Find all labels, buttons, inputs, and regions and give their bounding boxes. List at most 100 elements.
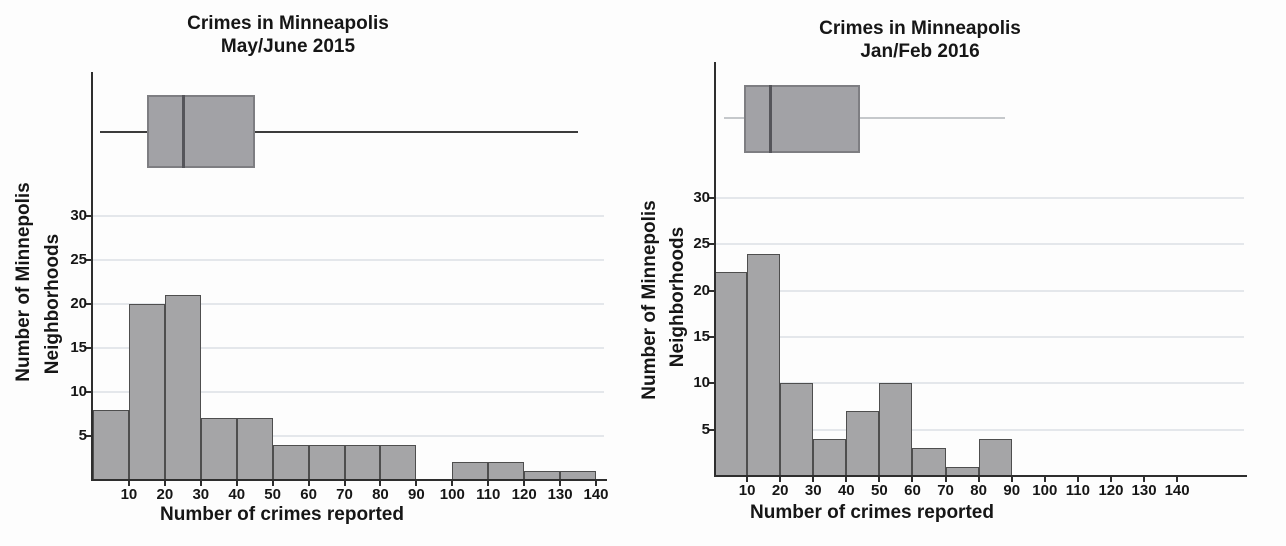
x-tick-label: 30: [804, 482, 822, 499]
x-axis-tick: [415, 481, 418, 486]
x-axis-tick: [343, 481, 346, 486]
chart-right-ylabel-line1: Number of Minnepolis: [639, 200, 660, 400]
x-tick-label: 110: [1065, 482, 1090, 499]
x-tick-label: 80: [372, 486, 389, 503]
gridline: [715, 196, 1244, 199]
y-tick-label: 5: [701, 420, 710, 438]
y-tick-label: 20: [70, 295, 87, 312]
histogram-bar: [128, 304, 165, 481]
x-axis-tick: [1010, 477, 1013, 482]
x-tick-label: 70: [937, 482, 954, 499]
x-tick-label: 80: [970, 482, 987, 499]
histogram-bar: [308, 444, 345, 481]
y-tick-label: 5: [78, 427, 87, 444]
y-tick-label: 30: [693, 188, 710, 206]
x-tick-label: 30: [192, 486, 210, 503]
boxplot-whisker-right: [859, 117, 1006, 119]
y-axis-line: [91, 72, 93, 481]
boxplot-median-line: [181, 95, 185, 168]
histogram-bar: [846, 411, 880, 477]
x-axis-tick: [487, 481, 490, 486]
x-axis-tick: [1143, 477, 1146, 482]
gridline: [715, 335, 1244, 338]
x-axis-tick: [1109, 477, 1112, 482]
y-axis-tick: [86, 259, 91, 261]
x-tick-label: 110: [476, 486, 501, 503]
x-axis-tick: [271, 481, 274, 486]
x-tick-label: 140: [1164, 482, 1190, 499]
gridline: [92, 435, 604, 437]
x-tick-label: 120: [511, 486, 537, 503]
y-axis-tick: [86, 303, 91, 305]
x-tick-label: 20: [771, 482, 789, 499]
histogram-bar: [344, 444, 381, 481]
x-axis-tick: [911, 477, 914, 482]
y-axis-tick: [86, 435, 91, 437]
chart-left-title-line1: Crimes in Minneapolis: [187, 13, 389, 34]
x-tick-label: 50: [264, 486, 281, 503]
x-axis-tick: [1076, 477, 1079, 482]
histogram-bar: [912, 448, 946, 477]
x-tick-label: 140: [583, 486, 609, 503]
chart-left-ylabel-line1: Number of Minnepolis: [13, 182, 34, 382]
x-axis-tick: [812, 477, 815, 482]
x-axis-tick: [379, 481, 382, 486]
histogram-bar: [200, 418, 237, 481]
x-tick-label: 100: [439, 486, 465, 503]
x-tick-label: 120: [1098, 482, 1124, 499]
histogram-bar: [272, 444, 309, 481]
x-axis-tick: [977, 477, 980, 482]
x-tick-label: 70: [336, 486, 353, 503]
histogram-bar: [714, 272, 748, 477]
x-axis-tick: [199, 481, 202, 486]
x-axis-tick: [944, 477, 947, 482]
histogram-bar: [236, 418, 273, 481]
x-tick-label: 60: [904, 482, 921, 499]
chart-left-title-line2: May/June 2015: [220, 36, 356, 57]
x-axis-tick: [878, 477, 881, 482]
y-axis-tick: [709, 289, 714, 292]
x-tick-label: 10: [120, 486, 138, 503]
x-axis-tick: [779, 477, 782, 482]
boxplot-box: [146, 95, 255, 168]
y-axis-tick: [709, 335, 714, 338]
chart-right-title-line1: Crimes in Minneapolis: [819, 18, 1021, 39]
y-axis-tick: [86, 391, 91, 393]
x-tick-label: 90: [408, 486, 425, 503]
chart-left-xlabel: Number of crimes reported: [160, 504, 404, 525]
x-axis-tick: [559, 481, 562, 486]
gridline: [92, 391, 604, 393]
gridline: [92, 347, 604, 349]
chart-left-title: Crimes in Minneapolis May/June 2015: [128, 12, 448, 58]
y-axis-tick: [86, 347, 91, 349]
y-tick-label: 10: [70, 383, 87, 400]
boxplot-median-line: [769, 85, 773, 153]
histogram-bar: [747, 253, 781, 477]
y-axis-tick: [709, 196, 714, 199]
histogram-bar: [380, 444, 417, 481]
x-axis-tick: [451, 481, 454, 486]
x-axis-line: [714, 475, 1247, 477]
chart-right-title-line2: Jan/Feb 2016: [860, 41, 980, 62]
y-tick-label: 15: [693, 327, 710, 345]
y-tick-label: 20: [693, 281, 710, 299]
y-axis-tick: [709, 428, 714, 431]
y-axis-tick: [709, 382, 714, 385]
gridline: [92, 215, 604, 217]
gridline: [92, 259, 604, 261]
histogram-bar: [978, 438, 1012, 477]
gridline: [715, 243, 1244, 246]
x-tick-label: 60: [300, 486, 317, 503]
gridline: [715, 428, 1244, 431]
x-tick-label: 20: [156, 486, 174, 503]
x-axis-tick: [595, 481, 598, 486]
chart-right-xlabel: Number of crimes reported: [750, 502, 994, 523]
x-tick-label: 100: [1032, 482, 1058, 499]
x-axis-tick: [523, 481, 526, 486]
histogram-bar: [780, 383, 814, 477]
x-axis-tick: [1043, 477, 1046, 482]
y-tick-label: 30: [70, 207, 87, 224]
x-tick-label: 10: [738, 482, 756, 499]
x-axis-tick: [307, 481, 310, 486]
x-axis-tick: [127, 481, 130, 486]
